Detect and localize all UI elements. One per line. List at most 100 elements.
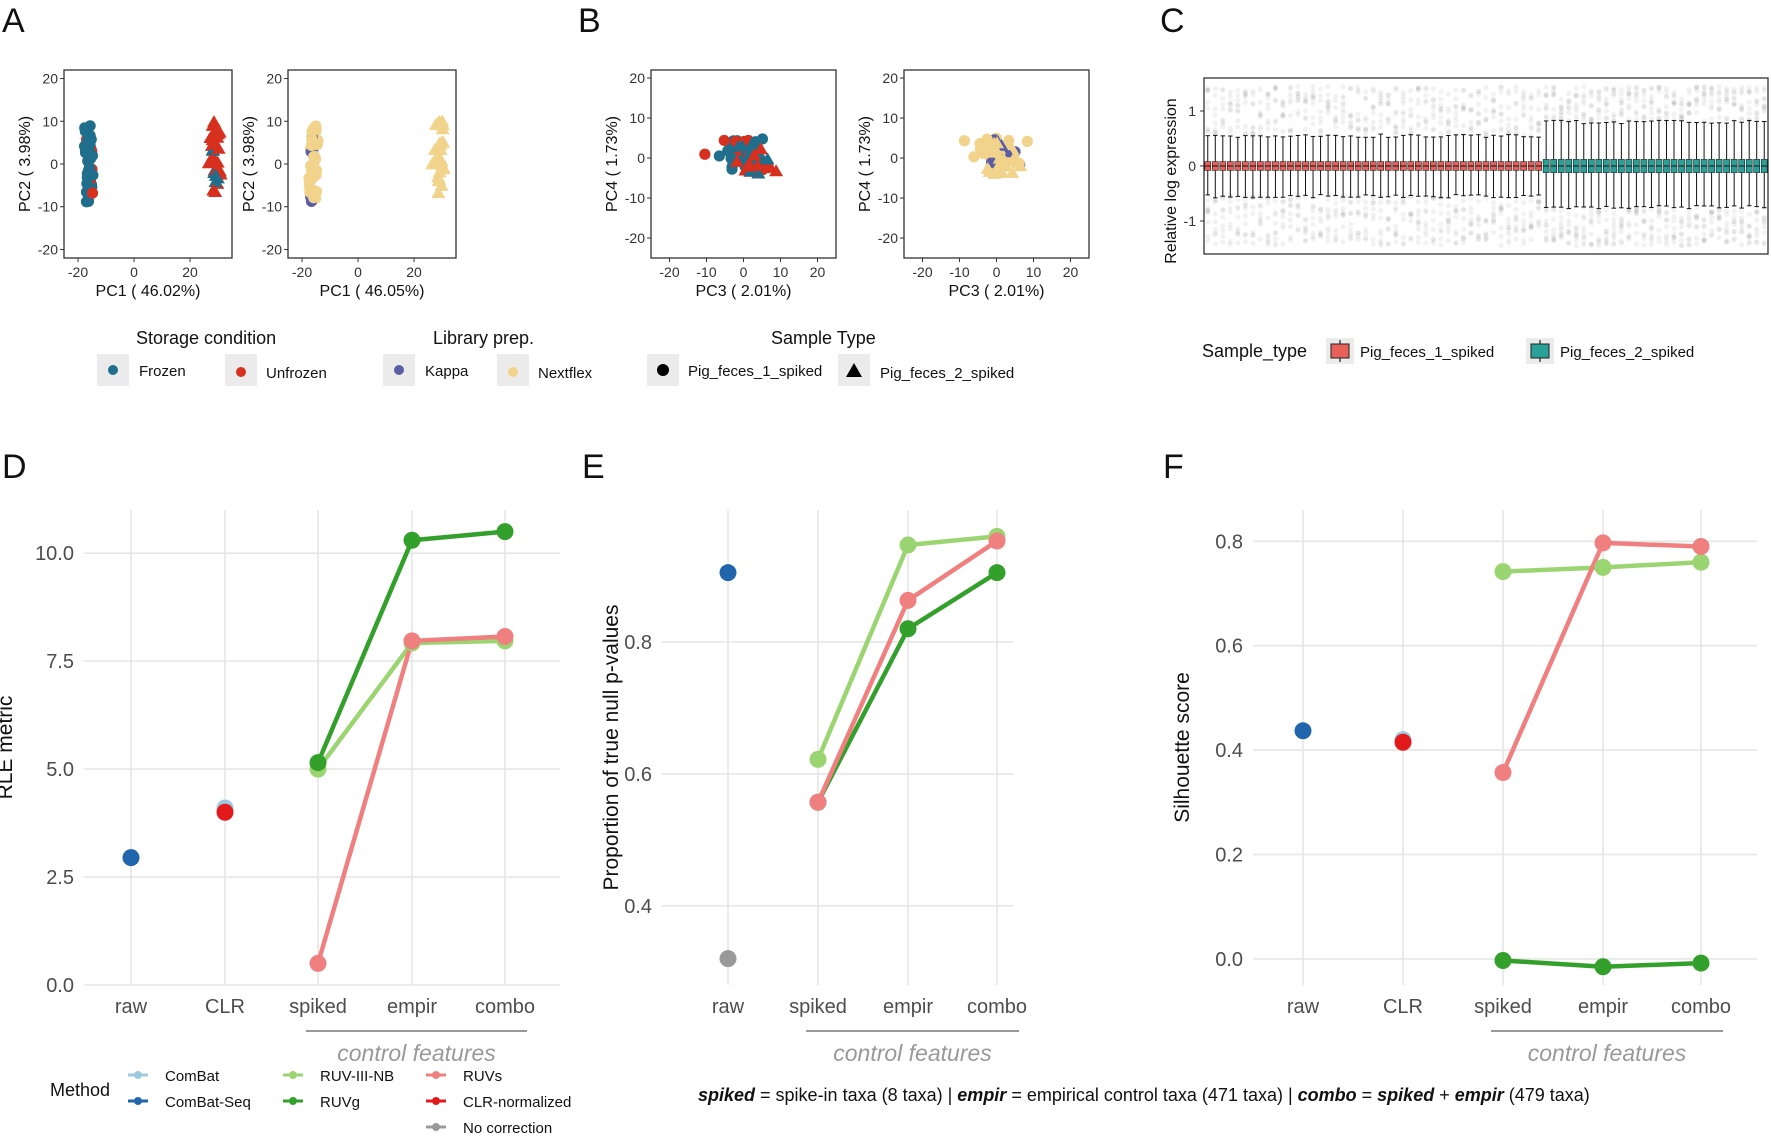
outlier-point bbox=[1340, 93, 1346, 99]
legend-pig2-label: Pig_feces_2_spiked bbox=[880, 365, 1014, 382]
outlier-point bbox=[1385, 101, 1391, 108]
outlier-point bbox=[1761, 103, 1767, 110]
outlier-point bbox=[1363, 126, 1369, 132]
outlier-point bbox=[1603, 116, 1609, 122]
outlier-point bbox=[1739, 242, 1745, 248]
outlier-point bbox=[1220, 87, 1226, 93]
outlier-point bbox=[1302, 228, 1309, 234]
outlier-point bbox=[1724, 90, 1730, 96]
outlier-point bbox=[1310, 203, 1316, 209]
outlier-point bbox=[1731, 214, 1737, 220]
outlier-point bbox=[1355, 89, 1361, 95]
outlier-point bbox=[1205, 99, 1211, 105]
outlier-point bbox=[1423, 98, 1429, 104]
outlier-point bbox=[1250, 91, 1256, 98]
outlier-point bbox=[1468, 93, 1474, 99]
y-tick-label: 20 bbox=[882, 70, 898, 86]
outlier-point bbox=[1746, 223, 1752, 229]
outlier-point bbox=[1295, 213, 1301, 219]
outlier-point bbox=[1505, 224, 1512, 230]
outlier-point bbox=[1265, 234, 1271, 240]
outlier-point bbox=[1325, 92, 1331, 98]
outlier-point bbox=[1663, 217, 1670, 223]
outlier-point bbox=[1453, 208, 1459, 214]
outlier-point bbox=[1709, 231, 1715, 237]
outlier-point bbox=[1385, 117, 1391, 123]
y-tick-label: 0 bbox=[274, 156, 282, 172]
x-tick-label: spiked bbox=[789, 996, 847, 1018]
outlier-point bbox=[1641, 103, 1647, 109]
outlier-point bbox=[1415, 96, 1421, 103]
legend-clr-normalized-swatch bbox=[432, 1097, 440, 1105]
legend-unfrozen-label: Unfrozen bbox=[266, 365, 327, 382]
control-features-label: control features bbox=[833, 1040, 992, 1066]
outlier-point bbox=[1754, 110, 1760, 116]
outlier-point bbox=[1453, 109, 1459, 115]
outlier-point bbox=[1408, 97, 1414, 103]
outlier-point bbox=[1212, 199, 1218, 205]
outlier-point bbox=[1393, 230, 1399, 237]
outlier-point bbox=[1693, 213, 1700, 219]
outlier-point bbox=[1400, 240, 1406, 247]
outlier-point bbox=[1438, 210, 1444, 216]
outlier-point bbox=[1678, 231, 1685, 237]
outlier-point bbox=[1385, 198, 1391, 205]
outlier-point bbox=[1521, 200, 1527, 206]
outlier-point bbox=[1746, 84, 1752, 90]
y-tick-label: 20 bbox=[42, 71, 58, 87]
outlier-point bbox=[1761, 109, 1767, 115]
outlier-point bbox=[1709, 227, 1715, 234]
outlier-point bbox=[1656, 239, 1662, 245]
outlier-point bbox=[1415, 234, 1421, 240]
outlier-point bbox=[1265, 118, 1271, 124]
outlier-point bbox=[1573, 225, 1579, 231]
outlier-point bbox=[1355, 127, 1361, 133]
data-point-triangle bbox=[1005, 165, 1020, 178]
outlier-point bbox=[1716, 99, 1722, 105]
data-point-triangle bbox=[769, 164, 784, 177]
outlier-point bbox=[1453, 103, 1459, 110]
legend-ruv-iii-nb-swatch bbox=[289, 1071, 297, 1079]
y-tick-label: -20 bbox=[878, 230, 898, 246]
legend-combat-seq-label: ComBat-Seq bbox=[165, 1094, 251, 1111]
outlier-point bbox=[1363, 214, 1369, 220]
outlier-point bbox=[1423, 195, 1429, 201]
outlier-point bbox=[1205, 126, 1211, 132]
outlier-point bbox=[1596, 208, 1602, 215]
outlier-point bbox=[1363, 199, 1369, 205]
outlier-point bbox=[1663, 235, 1670, 241]
outlier-point bbox=[1272, 117, 1279, 124]
outlier-point bbox=[1536, 198, 1542, 204]
outlier-point bbox=[1754, 225, 1760, 232]
outlier-point bbox=[1355, 117, 1361, 123]
outlier-point bbox=[1716, 215, 1722, 221]
outlier-point bbox=[1363, 117, 1369, 123]
outlier-point bbox=[1686, 236, 1692, 242]
outlier-point bbox=[1363, 130, 1369, 137]
outlier-point bbox=[1633, 210, 1639, 216]
outlier-point bbox=[1521, 97, 1527, 103]
outlier-point bbox=[1701, 97, 1707, 103]
outlier-point bbox=[1483, 116, 1489, 122]
outlier-point bbox=[1588, 241, 1594, 247]
outlier-point bbox=[1460, 216, 1467, 222]
outlier-point bbox=[1325, 228, 1331, 235]
y-tick-label: 10 bbox=[629, 110, 645, 126]
data-point-ruv-iii-nb bbox=[809, 750, 827, 768]
outlier-point bbox=[1716, 227, 1722, 233]
outlier-point bbox=[1430, 240, 1436, 246]
legend-nextflex-swatch bbox=[508, 367, 518, 377]
outlier-point bbox=[1438, 242, 1444, 248]
outlier-point bbox=[1227, 205, 1233, 211]
outlier-point bbox=[1611, 216, 1617, 223]
outlier-point bbox=[1235, 206, 1241, 212]
outlier-point bbox=[1543, 91, 1549, 97]
outlier-point bbox=[1205, 209, 1211, 216]
outlier-point bbox=[1475, 217, 1482, 223]
outlier-point bbox=[1656, 209, 1662, 216]
outlier-point bbox=[1483, 116, 1489, 122]
outlier-point bbox=[1536, 127, 1542, 134]
outlier-point bbox=[1423, 240, 1429, 246]
outlier-point bbox=[1626, 208, 1632, 215]
